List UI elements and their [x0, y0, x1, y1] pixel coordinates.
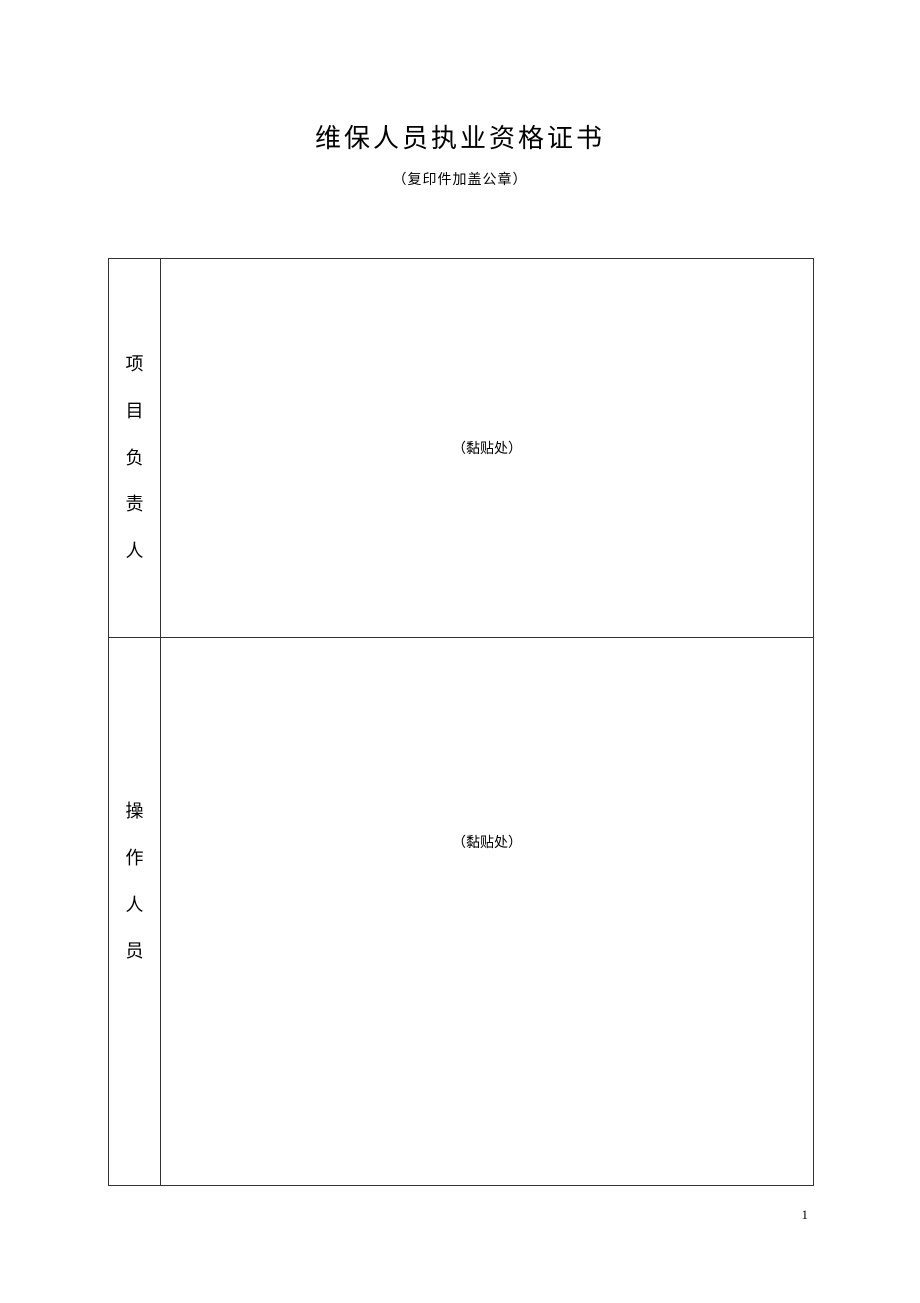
label-char: 员 — [126, 928, 144, 975]
paste-area-project-manager: （黏贴处） — [161, 259, 814, 638]
row-label-operator: 操 作 人 员 — [109, 638, 161, 1186]
label-char: 项 — [126, 341, 144, 388]
page-subtitle: （复印件加盖公章） — [0, 169, 920, 189]
table-row: 操 作 人 员 （黏贴处） — [109, 638, 814, 1186]
label-char: 操 — [126, 788, 144, 835]
paste-placeholder: （黏贴处） — [161, 438, 813, 458]
label-char: 人 — [126, 528, 144, 575]
label-char: 人 — [126, 882, 144, 929]
page-title: 维保人员执业资格证书 — [0, 0, 920, 155]
label-char: 负 — [126, 435, 144, 482]
paste-placeholder: （黏贴处） — [161, 832, 813, 852]
row-label-project-manager: 项 目 负 责 人 — [109, 259, 161, 638]
page-number: 1 — [802, 1207, 809, 1223]
label-char: 目 — [126, 388, 144, 435]
certificate-table: 项 目 负 责 人 （黏贴处） 操 作 人 员 （黏贴处） — [108, 258, 814, 1186]
label-char: 责 — [126, 481, 144, 528]
label-char: 作 — [126, 835, 144, 882]
paste-area-operator: （黏贴处） — [161, 638, 814, 1186]
table-row: 项 目 负 责 人 （黏贴处） — [109, 259, 814, 638]
